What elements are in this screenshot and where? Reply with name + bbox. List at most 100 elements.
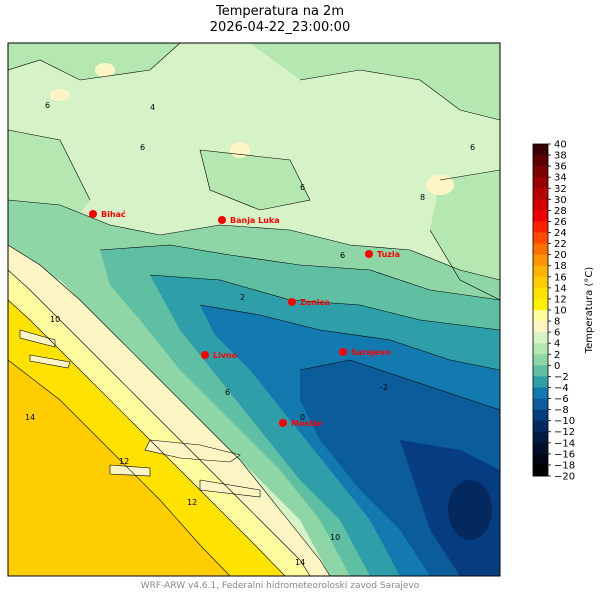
contour-label: 6 — [340, 251, 345, 260]
colorbar-tick-label: 12 — [554, 294, 567, 305]
colorbar-label: Temperatura (°C) — [584, 267, 595, 355]
colorbar-segment — [533, 265, 548, 278]
city-markers: Bihać Banja Luka Tuzla Zenica Livno Sara… — [89, 209, 400, 428]
colorbar-segment — [533, 431, 548, 444]
contour-label: 6 — [470, 143, 475, 152]
contour-label: 6 — [45, 101, 50, 110]
colorbar-segment — [533, 188, 548, 200]
colorbar-tick-label: 14 — [554, 283, 567, 294]
colorbar-tick-label: 28 — [554, 206, 567, 217]
contour-lines — [8, 43, 500, 576]
colorbar-tick-label: 10 — [554, 306, 567, 317]
warm-patch — [230, 142, 250, 158]
warm-patch — [50, 89, 70, 101]
colorbar-tick-label: 34 — [554, 173, 567, 184]
colorbar-segment — [533, 376, 548, 388]
contour-label: 4 — [150, 103, 155, 112]
contour-label: 0 — [300, 413, 305, 422]
field-4-6-center-north — [200, 150, 310, 210]
colorbar-tick-label: 30 — [554, 195, 567, 206]
colorbar-segment — [533, 254, 548, 267]
colorbar-segment — [533, 177, 548, 189]
colorbar-tick-label: −6 — [554, 394, 569, 405]
city-zenica: Zenica — [288, 298, 330, 307]
city-livno: Livno — [201, 351, 238, 360]
city-label: Banja Luka — [230, 216, 280, 225]
colorbar-segment — [533, 210, 548, 222]
colorbar-segment — [533, 365, 548, 377]
city-bihac: Bihać — [89, 209, 126, 219]
footer-credit: WRF-ARW v4.6.1, Federalni hidrometeorolo… — [140, 581, 420, 591]
contour-label: 10 — [50, 315, 60, 324]
colorbar-segment — [533, 464, 548, 477]
colorbar-tick-label: 38 — [554, 151, 567, 162]
colorbar-segment — [533, 409, 548, 422]
colorbar-segment — [533, 243, 548, 256]
city-label: Mostar — [291, 419, 322, 428]
contour-label: 12 — [187, 498, 197, 507]
colorbar-tick-label: −20 — [554, 472, 575, 483]
contour-label: 6 — [300, 183, 305, 192]
city-label: Zenica — [300, 298, 330, 307]
island — [199, 479, 261, 498]
colorbar-segment — [533, 332, 548, 344]
city-label: Sarajevo — [351, 348, 391, 357]
contour-label: 12 — [119, 457, 129, 466]
map-fields: 6 4 6 8 10 12 12 14 14 10 0 -2 2 6 6 6 6 — [8, 43, 500, 576]
colorbar-segment — [533, 155, 548, 167]
colorbar-tick-label: 26 — [554, 217, 567, 228]
contour-label: 10 — [330, 533, 340, 542]
colorbar-tick-label: 32 — [554, 184, 567, 195]
colorbar-segment — [533, 387, 548, 399]
colorbar-tick-label: 8 — [554, 317, 560, 328]
contour-label: -2 — [380, 383, 388, 392]
contour-label: 14 — [295, 558, 305, 567]
colorbar-segment — [533, 453, 548, 466]
colorbar-segment — [533, 166, 548, 178]
colorbar-tick-label: −12 — [554, 427, 575, 438]
city-label: Bihać — [101, 209, 126, 219]
colorbar-segment — [533, 442, 548, 455]
contour-label: 2 — [240, 293, 245, 302]
colorbar-segment — [533, 310, 548, 322]
colorbar-tick-label: −14 — [554, 438, 575, 449]
city-mostar: Mostar — [279, 419, 322, 428]
colorbar-tick-label: 36 — [554, 162, 567, 173]
colorbar-tick-label: −18 — [554, 460, 575, 471]
colorbar-tick-label: −10 — [554, 416, 575, 427]
colorbar-segment — [533, 321, 548, 333]
contour-label: 14 — [25, 413, 35, 422]
field-minus10-minus8 — [448, 480, 492, 540]
colorbar-segment — [533, 199, 548, 211]
field-4-6-east — [430, 170, 500, 300]
field-4-6-north-east — [250, 43, 500, 120]
island — [29, 354, 71, 369]
colorbar: 4038363432302826242220181614121086420−2−… — [532, 140, 575, 483]
colorbar-segment — [533, 232, 548, 244]
colorbar-segment — [533, 276, 548, 289]
colorbar-tick-label: 22 — [554, 239, 567, 250]
colorbar-tick-label: 0 — [554, 361, 560, 372]
city-tuzla: Tuzla — [365, 250, 400, 259]
colorbar-tick-label: 20 — [554, 250, 567, 261]
colorbar-segment — [533, 144, 548, 156]
colorbar-segment — [533, 354, 548, 366]
island — [144, 439, 241, 463]
colorbar-tick-label: 4 — [554, 339, 560, 350]
island — [109, 464, 151, 477]
colorbar-tick-label: −4 — [554, 383, 569, 394]
colorbar-segment — [533, 398, 548, 410]
colorbar-tick-label: 16 — [554, 272, 567, 283]
map-title: Temperatura na 2m — [215, 4, 344, 19]
city-label: Livno — [213, 351, 238, 360]
city-label: Tuzla — [377, 250, 400, 259]
map-timestamp: 2026-04-22_23:00:00 — [209, 20, 351, 35]
colorbar-segment — [533, 298, 548, 311]
colorbar-segment — [533, 221, 548, 233]
colorbar-segment — [533, 287, 548, 300]
warm-patch — [426, 175, 454, 195]
contour-labels: 6 4 6 8 10 12 12 14 14 10 0 -2 2 6 6 6 6 — [25, 101, 475, 567]
colorbar-tick-label: 24 — [554, 228, 567, 239]
field-4-6-north-west — [8, 43, 180, 80]
